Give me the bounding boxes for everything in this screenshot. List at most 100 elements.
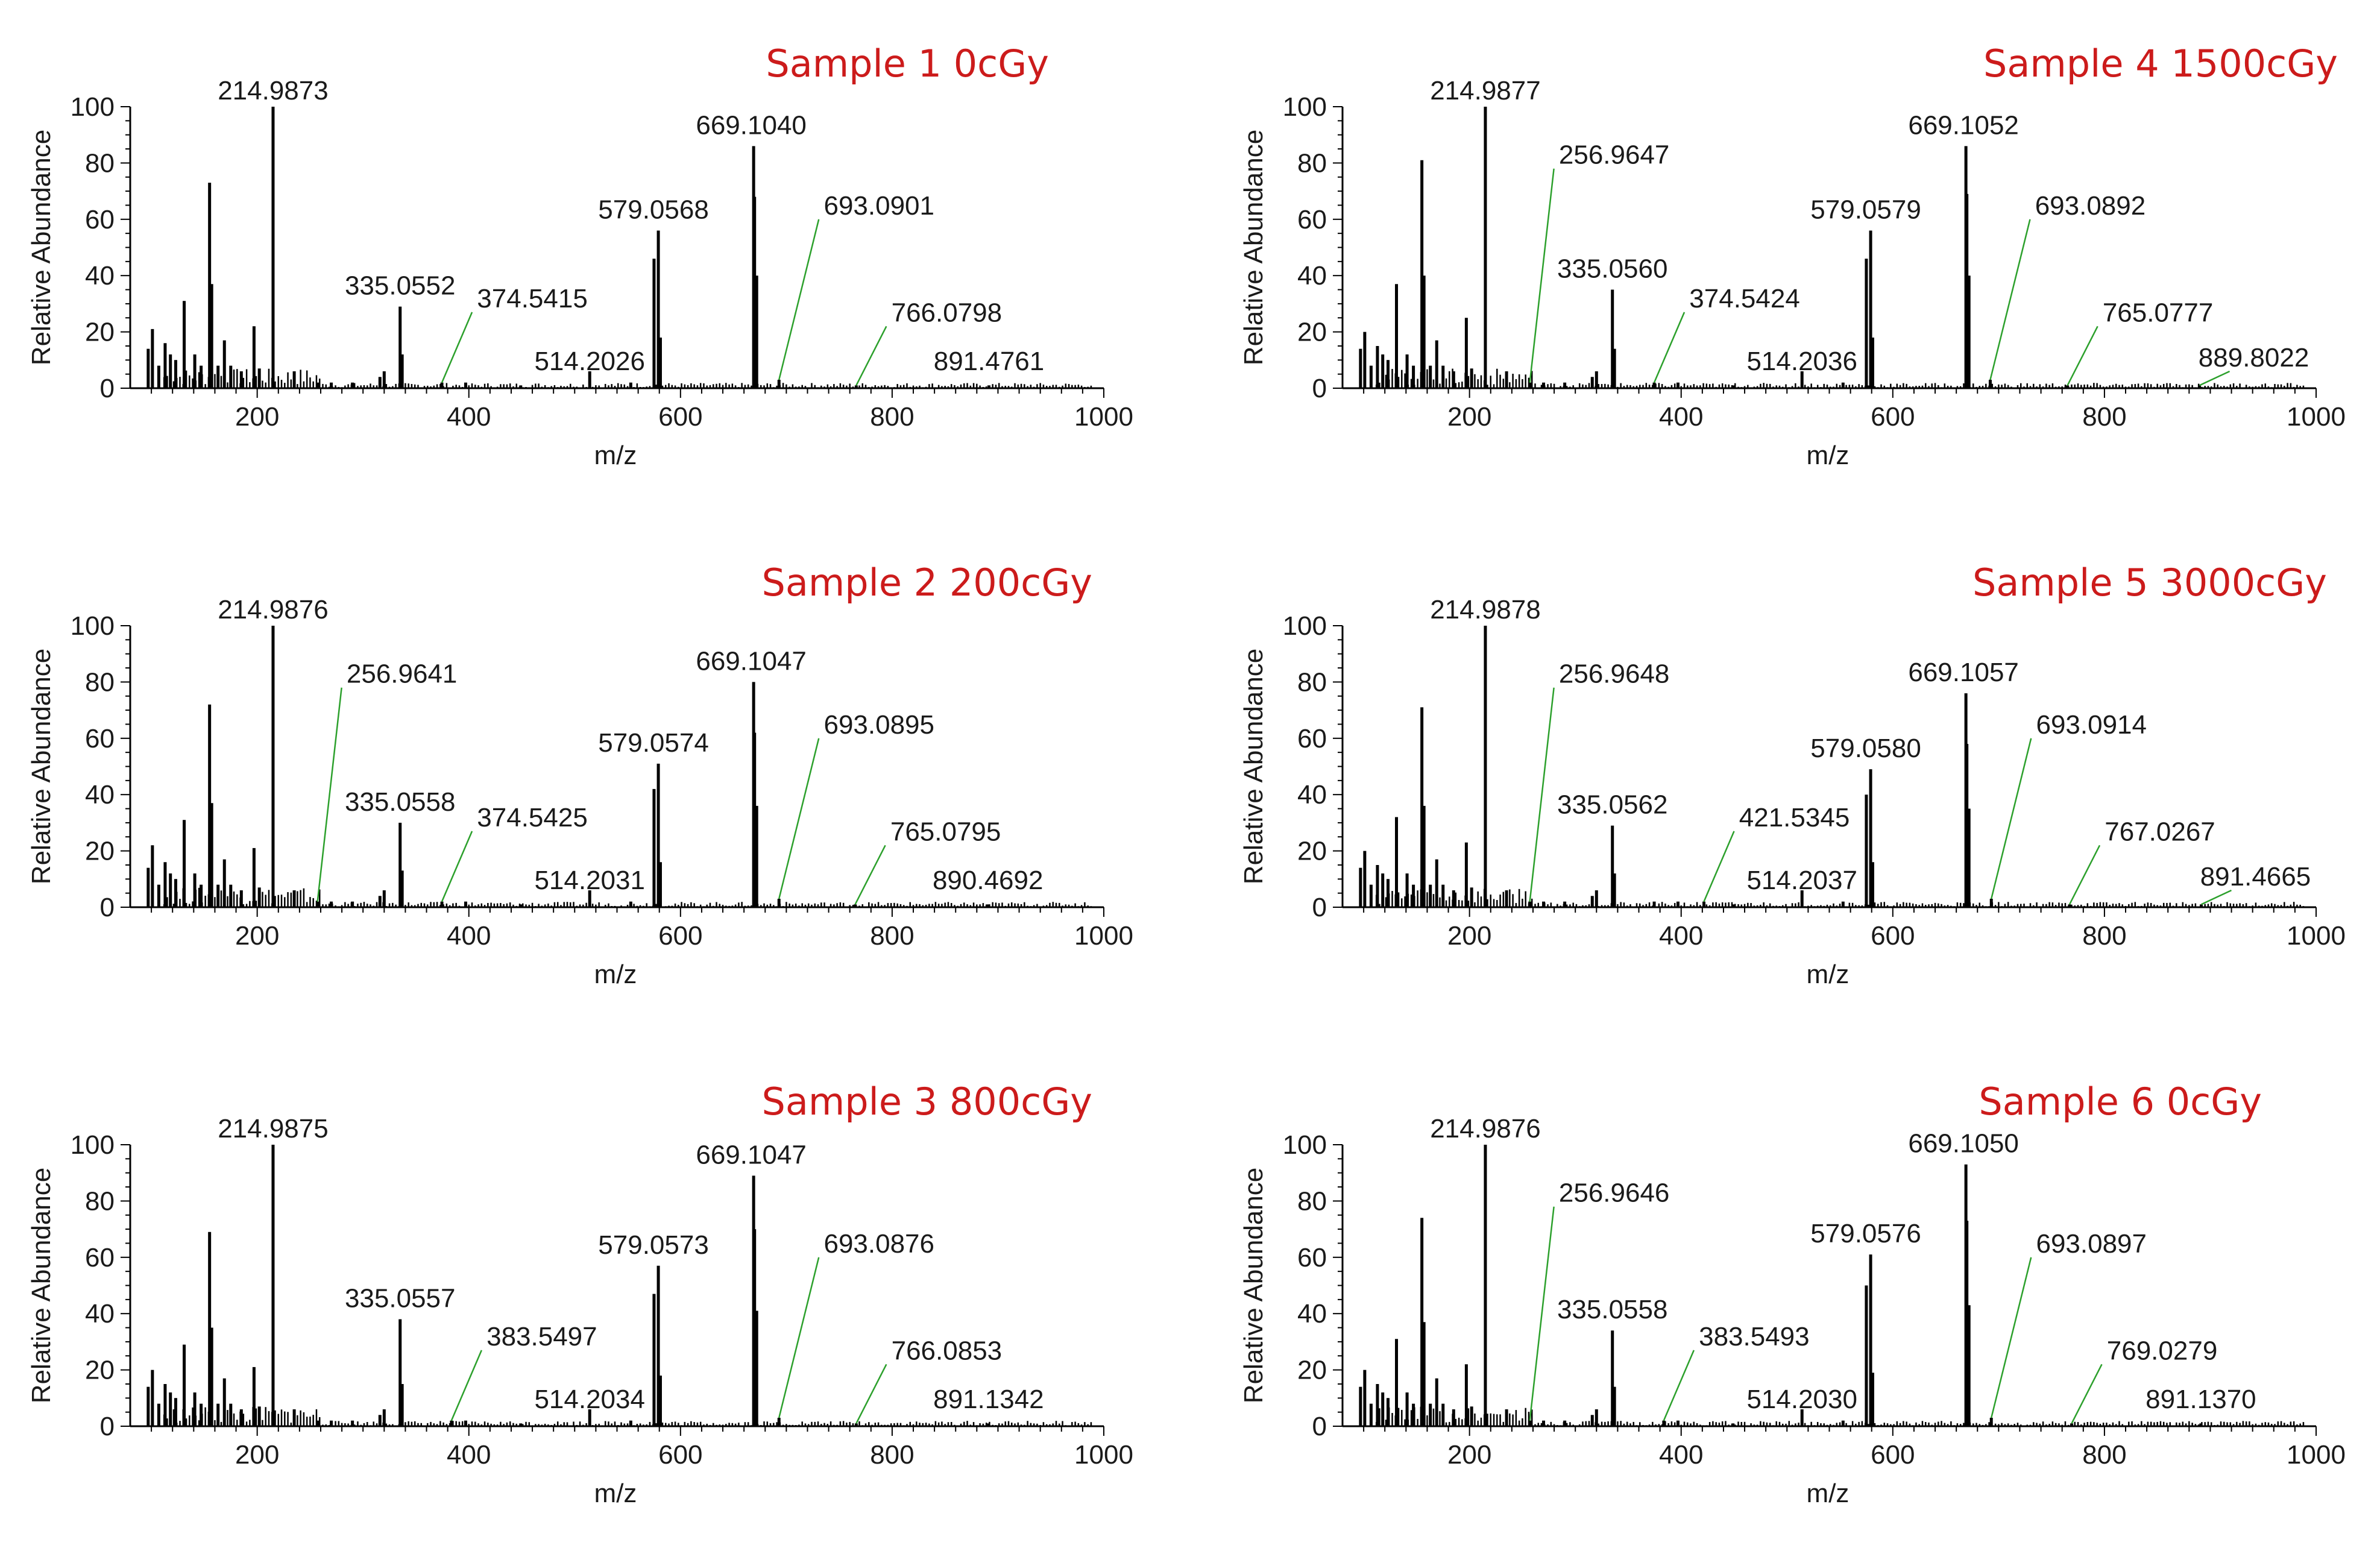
annotation-leader [1989, 219, 2031, 380]
annotation-leader [1529, 168, 1555, 383]
peak-annotation: 256.9641 [347, 659, 458, 689]
y-tick-label: 40 [1297, 1299, 1327, 1329]
peak-annotation: 766.0798 [892, 298, 1003, 327]
x-tick-label: 400 [447, 402, 491, 432]
peak-annotation: 514.2030 [1746, 1385, 1857, 1414]
peak-annotation: 256.9646 [1559, 1178, 1670, 1208]
y-axis-title: Relative Abundance [27, 1168, 56, 1403]
peak-annotation: 891.1342 [933, 1385, 1044, 1414]
y-tick-label: 60 [85, 205, 115, 234]
peak-annotation: 769.0279 [2107, 1336, 2218, 1365]
y-tick-label: 40 [1297, 780, 1327, 810]
x-tick-label: 400 [447, 1440, 491, 1470]
y-tick-label: 0 [1312, 1412, 1327, 1441]
peak-annotation: 214.9873 [218, 76, 329, 105]
baseline-noise [1375, 368, 2305, 388]
peak-annotation: 579.0579 [1810, 195, 1921, 224]
x-tick-label: 400 [447, 921, 491, 951]
annotation-leader [441, 831, 473, 902]
peak-annotation: 890.4692 [933, 866, 1044, 895]
panel-title: Sample 2 200cGy [762, 561, 1093, 605]
annotation-leader [2200, 889, 2232, 905]
peak-annotation: 693.0876 [823, 1229, 934, 1259]
y-tick-label: 100 [71, 1130, 115, 1160]
x-tick-label: 800 [870, 402, 914, 432]
y-tick-label: 0 [100, 1412, 115, 1441]
y-tick-label: 20 [1297, 1356, 1327, 1385]
x-tick-label: 200 [235, 921, 279, 951]
annotation-leader [1703, 831, 1735, 902]
peak-annotation: 514.2037 [1746, 866, 1857, 895]
x-tick-label: 200 [235, 402, 279, 432]
y-tick-label: 80 [1297, 667, 1327, 697]
peak-annotation: 579.0568 [598, 195, 709, 224]
annotation-leader [1991, 738, 2032, 899]
peak-annotation: 693.0897 [2036, 1229, 2147, 1259]
peak-annotation: 579.0573 [598, 1230, 709, 1260]
x-tick-label: 600 [658, 1440, 702, 1470]
annotation-leader [2199, 370, 2230, 386]
panel-title: Sample 4 1500cGy [1983, 42, 2338, 86]
peak-annotation: 214.9876 [218, 595, 329, 624]
x-axis-title: m/z [1807, 1479, 1850, 1508]
x-axis-title: m/z [1807, 441, 1850, 470]
x-tick-label: 600 [658, 402, 702, 432]
peak-annotation: 891.1370 [2145, 1385, 2256, 1414]
peak-annotation: 693.0892 [2035, 191, 2146, 221]
panel-title: Sample 5 3000cGy [1972, 561, 2327, 605]
y-tick-label: 40 [85, 1299, 115, 1329]
annotation-leader [778, 219, 820, 380]
peak-annotation: 335.0558 [345, 787, 456, 817]
x-axis-title: m/z [1807, 960, 1850, 989]
peak-annotation: 335.0552 [345, 271, 456, 301]
x-tick-label: 1000 [1074, 1440, 1133, 1470]
peak-annotation: 214.9876 [1430, 1114, 1541, 1144]
y-tick-label: 80 [85, 148, 115, 178]
annotation-leader [1663, 1350, 1695, 1421]
spectrum-panel-4: Sample 4 1500cGy 200 400 600 800 1000 0 20 40 60 8… [1239, 42, 2346, 470]
x-tick-label: 200 [235, 1440, 279, 1470]
peak-annotation: 766.0853 [892, 1336, 1003, 1365]
annotation-leader [1529, 1206, 1555, 1421]
panel-title: Sample 1 0cGy [766, 42, 1049, 86]
annotation-leader [2067, 326, 2098, 386]
x-tick-label: 600 [1871, 921, 1915, 951]
peak-annotation: 374.5424 [1689, 284, 1800, 313]
peak-annotation: 256.9647 [1559, 140, 1670, 170]
y-tick-label: 20 [85, 1356, 115, 1385]
x-axis-title: m/z [594, 441, 637, 470]
y-tick-label: 0 [100, 893, 115, 922]
y-tick-label: 80 [85, 1186, 115, 1216]
peak-annotation: 214.9878 [1430, 595, 1541, 624]
peak-annotation: 421.5345 [1739, 803, 1850, 832]
peak-annotation: 374.5425 [477, 803, 588, 832]
annotation-leader [1653, 312, 1686, 383]
panel-title: Sample 6 0cGy [1979, 1080, 2262, 1124]
annotation-leader [778, 738, 820, 899]
peak-annotation: 693.0901 [823, 191, 934, 221]
y-tick-label: 20 [85, 837, 115, 866]
y-tick-label: 60 [1297, 1243, 1327, 1273]
annotation-leader [778, 1257, 820, 1418]
y-tick-label: 100 [71, 92, 115, 122]
peak-annotation: 579.0576 [1810, 1219, 1921, 1248]
y-tick-label: 20 [1297, 318, 1327, 347]
y-tick-label: 40 [85, 261, 115, 291]
peak-annotation: 669.1050 [1908, 1129, 2019, 1159]
peak-annotation: 693.0895 [823, 710, 934, 740]
annotation-leader [441, 312, 473, 383]
y-tick-label: 100 [71, 611, 115, 641]
x-tick-label: 200 [1447, 402, 1491, 432]
peak-annotation: 889.8022 [2199, 343, 2309, 373]
peak-annotation: 514.2034 [534, 1385, 645, 1414]
peak-annotation: 669.1057 [1908, 658, 2019, 687]
peak-annotation: 891.4665 [2200, 862, 2311, 892]
spectrum-panel-5: Sample 5 3000cGy 200 400 600 800 1000 0 20 40 60 8… [1239, 561, 2346, 989]
y-tick-label: 20 [85, 318, 115, 347]
peak-annotation: 891.4761 [934, 347, 1045, 376]
y-tick-label: 100 [1283, 92, 1327, 122]
x-tick-label: 800 [2082, 921, 2126, 951]
x-tick-label: 600 [1871, 1440, 1915, 1470]
y-axis-title: Relative Abundance [27, 649, 56, 884]
annotation-leader [854, 845, 886, 905]
